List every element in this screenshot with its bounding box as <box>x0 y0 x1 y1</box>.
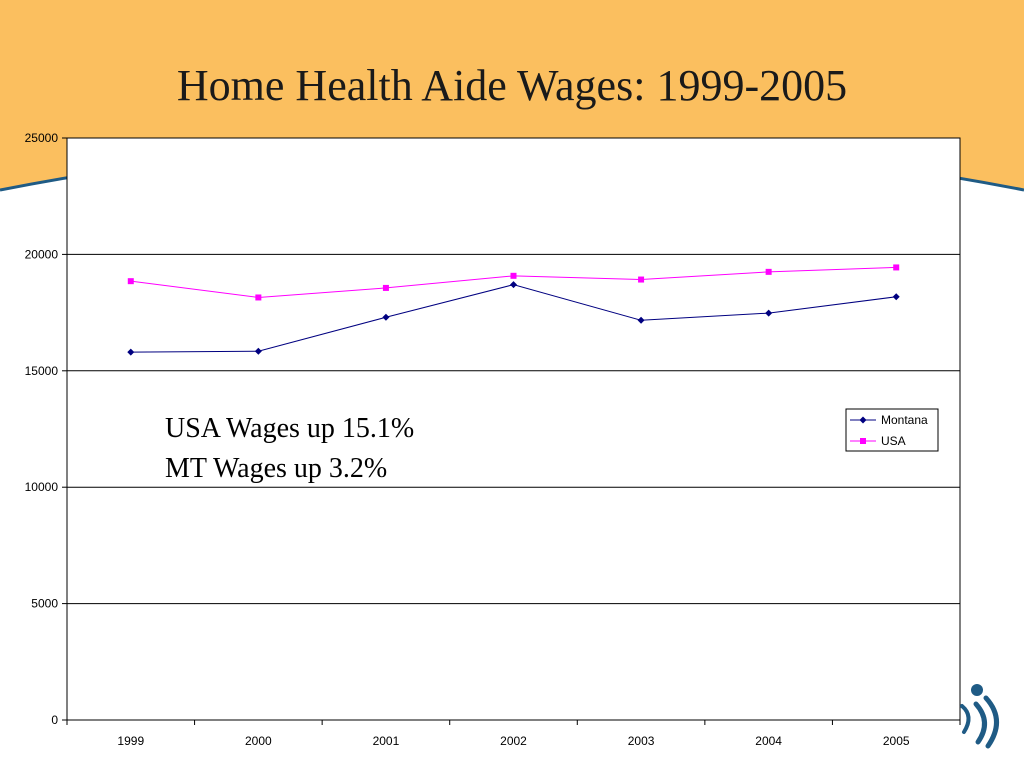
y-tick-label-5000: 5000 <box>31 597 58 611</box>
x-tick-label-1999: 1999 <box>117 734 144 748</box>
gridlines <box>67 253 960 605</box>
logo-arc-small <box>960 704 971 734</box>
data-point-montana-2003 <box>637 316 645 324</box>
logo-arc-inner <box>973 701 987 745</box>
x-tick-label-2000: 2000 <box>245 734 272 748</box>
organization-logo-icon <box>960 684 999 749</box>
annotation-usa-wages: USA Wages up 15.1% <box>165 413 415 444</box>
data-point-usa-2004 <box>765 268 772 275</box>
x-tick-label-2004: 2004 <box>755 734 782 748</box>
x-tick-label-2001: 2001 <box>373 734 400 748</box>
data-point-usa-2005 <box>893 264 900 271</box>
x-axis: 1999 2000 2001 2002 2003 2004 2005 <box>66 720 961 748</box>
y-tick-label-0: 0 <box>51 713 58 727</box>
plot-area <box>66 137 961 721</box>
y-tick-label-20000: 20000 <box>25 247 59 261</box>
x-tick-label-2003: 2003 <box>628 734 655 748</box>
y-axis: 0 5000 10000 15000 20000 25000 <box>25 131 67 727</box>
data-point-montana-2005 <box>892 293 900 301</box>
logo-head <box>971 684 983 696</box>
logo-arc-outer <box>983 695 999 749</box>
data-point-usa-1999 <box>127 278 134 285</box>
y-tick-label-25000: 25000 <box>25 131 59 145</box>
legend-label-montana: Montana <box>881 413 928 427</box>
data-point-montana-2000 <box>254 347 262 355</box>
y-tick-label-10000: 10000 <box>25 480 59 494</box>
legend-label-usa: USA <box>881 434 906 448</box>
annotation-mt-wages: MT Wages up 3.2% <box>165 453 388 484</box>
y-tick-label-15000: 15000 <box>25 364 59 378</box>
data-point-usa-2000 <box>255 294 262 301</box>
x-tick-label-2002: 2002 <box>500 734 527 748</box>
slide-title: Home Health Aide Wages: 1999-2005 <box>176 61 848 110</box>
data-point-montana-2001 <box>382 313 390 321</box>
data-point-usa-2003 <box>638 276 645 283</box>
legend-marker-usa <box>860 438 866 444</box>
data-point-montana-2002 <box>510 281 517 289</box>
data-point-usa-2001 <box>382 284 389 291</box>
data-point-usa-2002 <box>510 272 517 279</box>
data-point-montana-2004 <box>765 309 773 317</box>
x-tick-label-2005: 2005 <box>883 734 910 748</box>
legend: Montana USA <box>845 408 939 452</box>
series-layer <box>127 264 900 356</box>
data-point-montana-1999 <box>127 348 135 356</box>
legend-marker-montana <box>859 416 867 424</box>
